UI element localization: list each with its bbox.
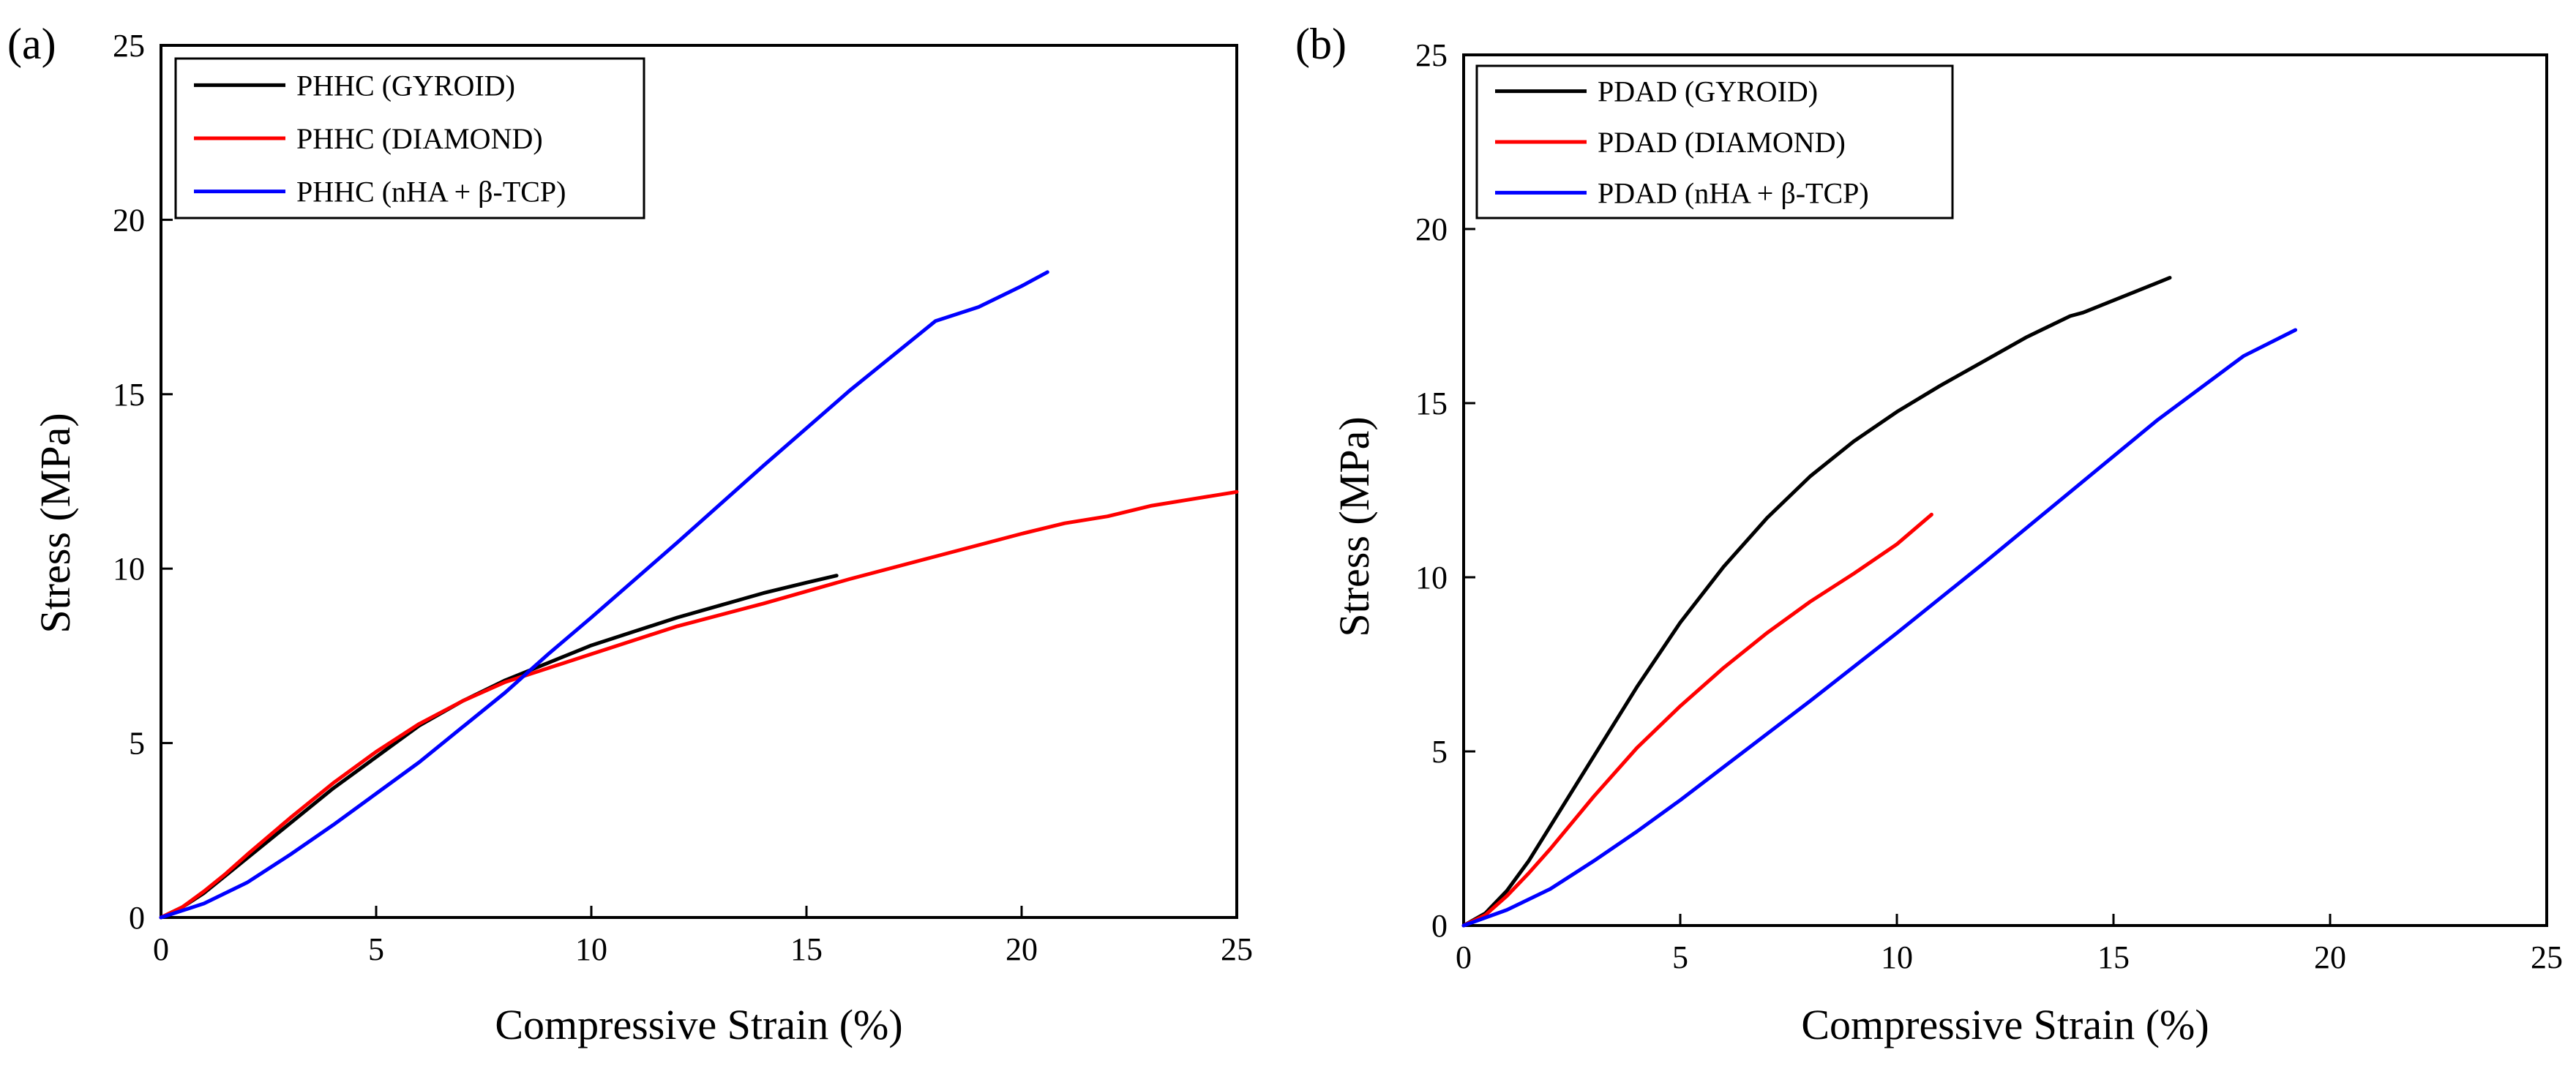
- y-tick-label-a-5: 25: [113, 28, 145, 64]
- x-tick-label-b-3: 15: [2097, 939, 2130, 975]
- panel-label-b: (b): [1295, 20, 1347, 68]
- x-tick-label-b-0: 0: [1456, 939, 1472, 975]
- chart-panel-b: (b) Stress (MPa) Compressive Strain (%) …: [1295, 20, 2563, 1048]
- x-axis-title-b: Compressive Strain (%): [1801, 1001, 2209, 1048]
- x-tick-label-a-2: 10: [575, 931, 607, 967]
- series-line-b-2: [1461, 328, 2298, 928]
- y-tick-label-b-2: 10: [1415, 560, 1448, 596]
- y-axis-title-b: Stress (MPa): [1330, 416, 1378, 637]
- y-tick-label-a-4: 20: [113, 202, 145, 238]
- y-tick-label-b-5: 25: [1415, 37, 1448, 73]
- y-tick-label-b-3: 15: [1415, 386, 1448, 421]
- legend-label-a-1: PHHC (DIAMOND): [296, 122, 543, 155]
- legend-label-a-0: PHHC (GYROID): [296, 69, 515, 102]
- plot-frame-a: [160, 44, 1238, 919]
- plot-frame-b: [1462, 53, 2548, 927]
- y-tick-label-b-0: 0: [1431, 908, 1448, 944]
- y-tick-label-a-1: 5: [129, 726, 145, 762]
- x-tick-label-b-4: 20: [2314, 939, 2346, 975]
- y-tick-label-a-0: 0: [129, 900, 145, 936]
- y-axis-title-a: Stress (MPa): [31, 413, 79, 633]
- x-tick-label-a-5: 25: [1221, 931, 1253, 967]
- x-tick-label-a-3: 15: [790, 931, 823, 967]
- series-line-a-0: [159, 574, 839, 920]
- x-tick-label-b-5: 25: [2531, 939, 2563, 975]
- y-tick-label-b-4: 20: [1415, 211, 1448, 247]
- plot-area-a: 0 5 10 15 20 25 0 5 10 15 20 25 PHHC (GYROID) PHHC (D…: [113, 28, 1253, 967]
- y-tick-label-a-3: 15: [113, 377, 145, 413]
- legend-label-b-0: PDAD (GYROID): [1598, 75, 1818, 108]
- x-tick-label-a-0: 0: [153, 931, 169, 967]
- legend-label-b-1: PDAD (DIAMOND): [1598, 126, 1846, 159]
- panel-label-a: (a): [7, 20, 56, 68]
- plot-area-b: 0 5 10 15 20 25 0 5 10 15 20 25 PDAD (GYROID) PDAD (D…: [1415, 37, 2563, 975]
- legend-label-b-2: PDAD (nHA + β-TCP): [1598, 176, 1869, 209]
- legend-label-a-2: PHHC (nHA + β-TCP): [296, 176, 566, 209]
- series-line-a-2: [159, 270, 1049, 920]
- x-tick-label-b-2: 10: [1881, 939, 1913, 975]
- legend-a: PHHC (GYROID) PHHC (DIAMOND) PHHC (nHA + β…: [174, 57, 645, 219]
- series-line-a-1: [159, 489, 1239, 920]
- legend-b: PDAD (GYROID) PDAD (DIAMOND) PDAD (nHA + β…: [1475, 64, 1954, 219]
- x-tick-label-a-4: 20: [1006, 931, 1038, 967]
- y-tick-label-b-1: 5: [1431, 734, 1448, 770]
- x-axis-title-a: Compressive Strain (%): [495, 1001, 902, 1048]
- x-tick-label-b-1: 5: [1672, 939, 1688, 975]
- series-line-b-0: [1461, 276, 2172, 928]
- chart-panel-a: (a) Stress (MPa) Compressive Strain (%) …: [7, 20, 1253, 1048]
- y-tick-label-a-2: 10: [113, 551, 145, 587]
- series-line-b-1: [1461, 512, 1933, 928]
- x-tick-label-a-1: 5: [368, 931, 384, 967]
